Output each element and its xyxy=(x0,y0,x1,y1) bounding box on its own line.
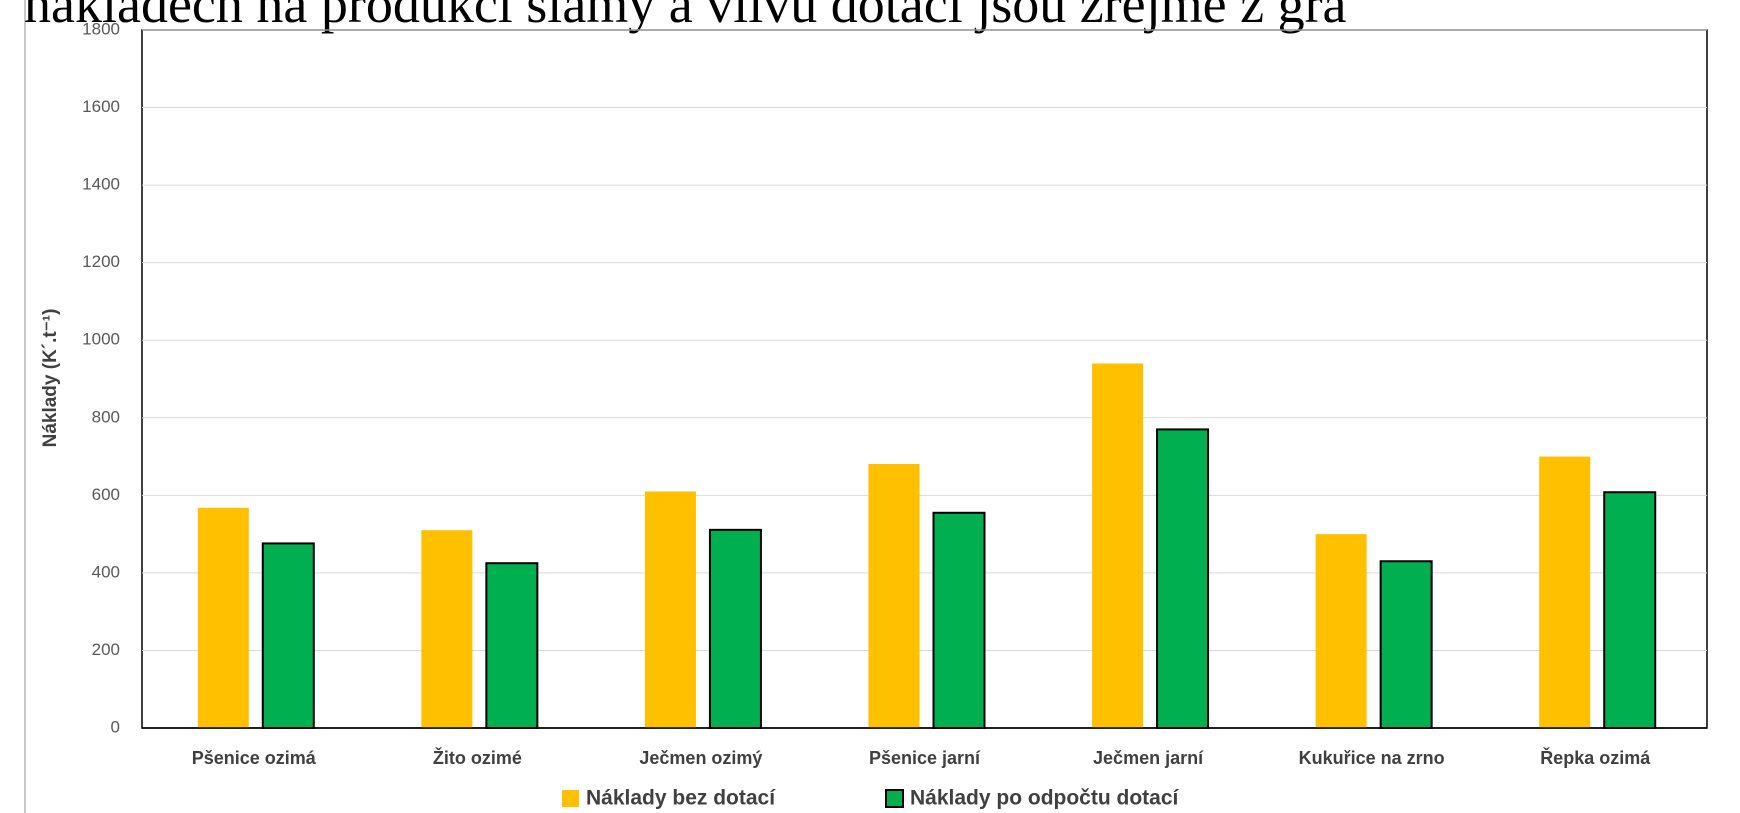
bar xyxy=(1603,491,1657,729)
y-tick-label: 1800 xyxy=(82,19,120,38)
y-axis-title: Náklady (K´.t⁻¹) xyxy=(40,309,61,448)
legend-label: Náklady bez dotací xyxy=(586,787,776,810)
legend-swatch xyxy=(562,790,579,807)
bar xyxy=(708,528,762,730)
chart-title: nákladech na produkci slámy a vlivu dota… xyxy=(24,0,1347,34)
y-tick-label: 1600 xyxy=(82,97,120,116)
y-tick-label: 400 xyxy=(92,562,120,581)
y-tick-label: 1200 xyxy=(82,252,120,271)
y-tick-label: 800 xyxy=(92,407,120,426)
x-tick-label: Žito ozimé xyxy=(433,747,522,768)
bar xyxy=(1156,428,1210,729)
bar xyxy=(1539,456,1591,728)
y-tick-label: 200 xyxy=(92,640,120,659)
x-tick-label: Ječmen jarní xyxy=(1093,748,1204,768)
bar xyxy=(868,463,920,728)
bar xyxy=(932,511,986,729)
y-tick-label: 1400 xyxy=(82,175,120,194)
legend-label: Náklady po odpočtu dotací xyxy=(910,787,1180,810)
plot-frame xyxy=(141,29,1708,729)
bar xyxy=(485,562,539,730)
y-tick-label: 600 xyxy=(92,485,120,504)
bar xyxy=(197,507,249,728)
y-tick-label: 0 xyxy=(111,717,120,736)
bar xyxy=(421,530,473,728)
x-tick-label: Ječmen ozimý xyxy=(639,748,762,768)
bar xyxy=(644,491,696,728)
bar xyxy=(1315,534,1367,728)
bar xyxy=(1379,560,1433,729)
x-tick-label: Pšenice jarní xyxy=(869,748,981,768)
bar xyxy=(261,542,315,730)
x-tick-label: Pšenice ozimá xyxy=(192,748,317,768)
legend-swatch xyxy=(885,789,904,808)
bar xyxy=(1092,363,1144,728)
x-tick-label: Řepka ozimá xyxy=(1540,747,1651,768)
x-tick-label: Kukuřice na zrno xyxy=(1299,748,1445,768)
y-tick-label: 1000 xyxy=(82,330,120,349)
